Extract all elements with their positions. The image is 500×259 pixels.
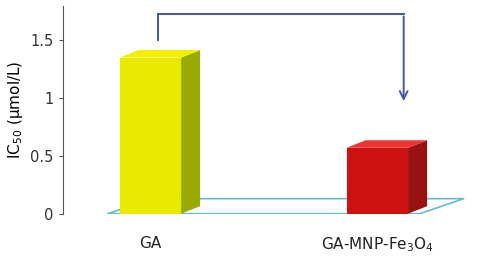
Polygon shape [408,140,427,214]
Polygon shape [120,57,181,214]
Y-axis label: IC$_{50}$ (μmol/L): IC$_{50}$ (μmol/L) [6,60,25,159]
Polygon shape [120,50,200,57]
Text: GA-MNP-Fe$_3$O$_4$: GA-MNP-Fe$_3$O$_4$ [321,236,434,254]
Text: GA: GA [139,236,162,251]
Polygon shape [346,148,408,214]
Polygon shape [181,50,200,214]
Polygon shape [346,140,427,148]
